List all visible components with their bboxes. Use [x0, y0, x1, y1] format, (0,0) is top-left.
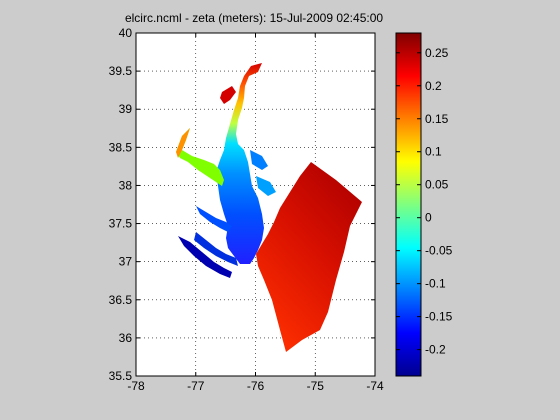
coastal-ocean	[256, 162, 362, 352]
potomac-river	[176, 128, 224, 186]
x-tick-label: -76	[247, 379, 265, 393]
x-axis-ticks: -78 -77 -76 -75 -74	[127, 33, 384, 393]
map-axes: -78 -77 -76 -75 -74 35.5 36 36.5 37 37.5 38 38.5 39…	[109, 26, 384, 393]
y-tick-label: 38	[119, 178, 133, 192]
x-tick-label: -74	[366, 379, 384, 393]
y-tick-label: 37	[119, 255, 133, 269]
colorbar-tick-label: -0.1	[425, 277, 446, 291]
colorbar-tick-label: 0.25	[425, 46, 449, 60]
x-tick-label: -77	[187, 379, 205, 393]
x-tick-label: -75	[307, 379, 325, 393]
colorbar-gradient	[396, 33, 421, 376]
colorbar-tick-label: -0.15	[425, 310, 453, 324]
colorbar-ticks: -0.2 -0.15 -0.1 -0.05 0 0.05 0.1 0.15 0.2 0.25	[396, 46, 453, 357]
y-tick-label: 39.5	[109, 64, 133, 78]
colorbar-tick-label: 0.2	[425, 79, 442, 93]
y-tick-label: 36	[119, 331, 133, 345]
y-tick-label: 36.5	[109, 293, 133, 307]
colorbar-tick-label: 0.05	[425, 178, 449, 192]
colorbar-tick-label: 0	[425, 211, 432, 225]
eastern-shore-rivers-2	[256, 176, 276, 196]
upper-bay-tributary	[220, 86, 236, 104]
y-tick-label: 40	[119, 26, 133, 40]
colorbar-tick-label: 0.15	[425, 112, 449, 126]
y-axis-ticks: 35.5 36 36.5 37 37.5 38 38.5 39 39.5 40	[109, 26, 375, 383]
colorbar-frame	[395, 32, 422, 377]
potomac-river-upper	[176, 128, 190, 158]
y-tick-label: 39	[119, 102, 133, 116]
x-tick-label: -78	[127, 379, 145, 393]
colorbar-tick-label: -0.05	[425, 244, 453, 258]
rappahannock-river	[196, 206, 232, 232]
y-tick-label: 38.5	[109, 140, 133, 154]
chesapeake-bay	[216, 63, 264, 264]
james-river	[178, 236, 232, 278]
york-river	[194, 232, 238, 266]
colorbar: -0.2 -0.15 -0.1 -0.05 0 0.05 0.1 0.15 0.2 0.25	[395, 32, 453, 377]
figure-title: elcirc.ncml - zeta (meters): 15-Jul-2009…	[125, 11, 383, 25]
eastern-shore-rivers	[250, 150, 268, 170]
colorbar-tick-label: 0.1	[425, 145, 442, 159]
colorbar-tick-label: -0.2	[425, 343, 446, 357]
y-tick-label: 37.5	[109, 217, 133, 231]
y-tick-label: 35.5	[109, 369, 133, 383]
